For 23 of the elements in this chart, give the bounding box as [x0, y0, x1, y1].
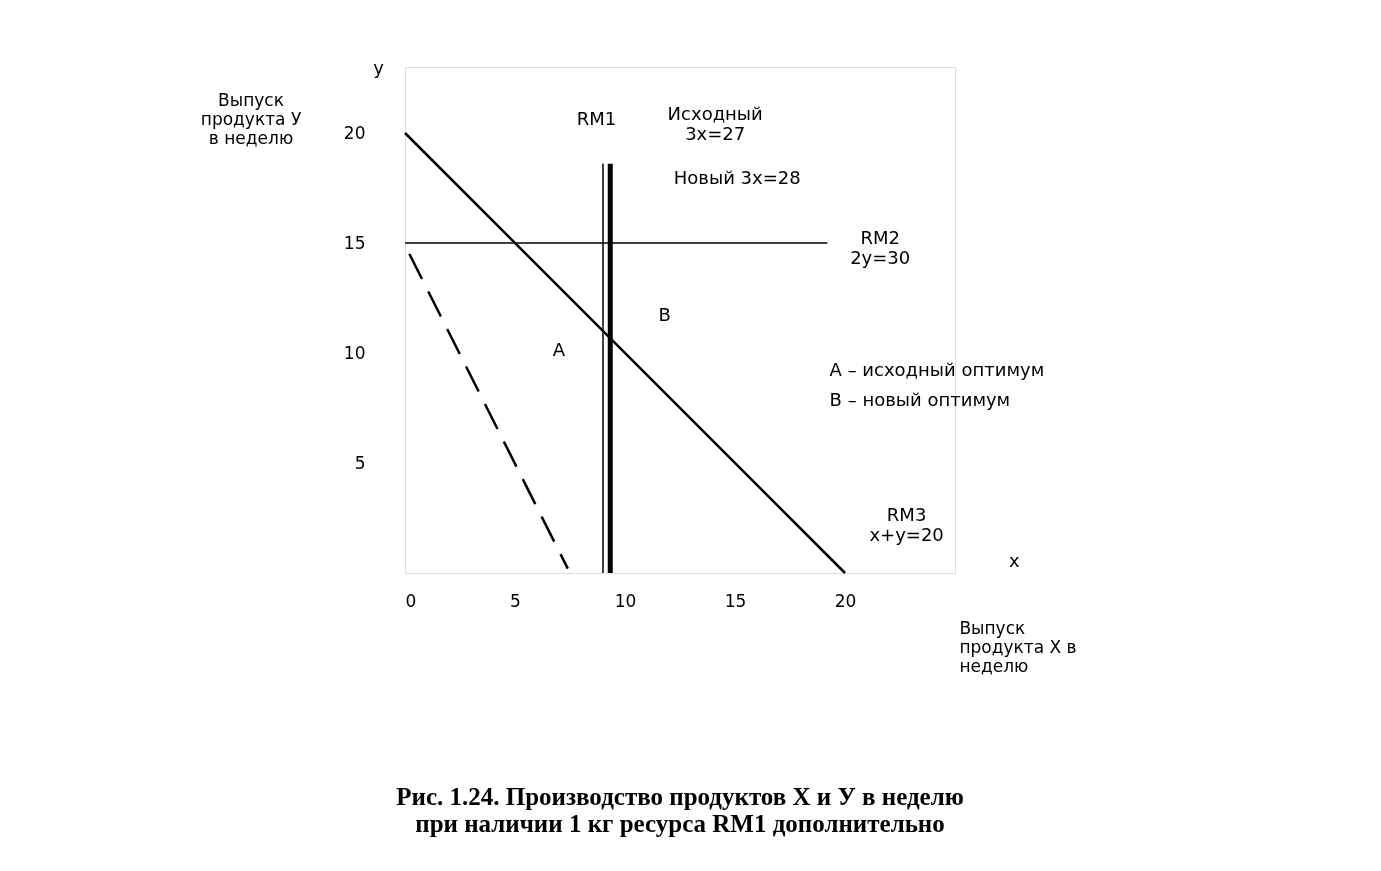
y-tick-label: 5: [354, 452, 366, 473]
annotation: B – новый оптимум: [829, 389, 1011, 411]
y-axis-title: Выпуск продукта У в неделю: [200, 90, 302, 149]
y-tick-label: 10: [343, 342, 366, 363]
x-tick-label: 20: [834, 590, 857, 611]
text: Рис. 1.24. Производство продуктов X и У в неделю при наличии 1 кг ресурса RM1 дополнительно: [396, 783, 964, 838]
x-tick-label: 15: [724, 590, 747, 611]
x-tick-label: 10: [614, 590, 637, 611]
annotation: B: [658, 303, 671, 325]
annotation: A: [552, 338, 566, 360]
annotation: RM3 x+y=20: [869, 503, 944, 545]
y-tick-label: 20: [343, 122, 366, 143]
annotation: Новый 3x=28: [673, 167, 801, 189]
text: x: [1009, 550, 1021, 571]
x-axis-title: Выпуск продукта X в неделю: [959, 618, 1077, 677]
x-tick-label: 0: [405, 590, 417, 611]
annotation: RM1: [576, 107, 617, 129]
x-tick-label: 5: [510, 590, 521, 611]
annotation: RM2 2y=30: [850, 226, 911, 268]
annotation: A – исходный оптимум: [829, 358, 1045, 380]
annotation: Исходный 3x=27: [667, 103, 763, 145]
text: y: [373, 57, 385, 79]
y-tick-label: 15: [343, 232, 366, 253]
